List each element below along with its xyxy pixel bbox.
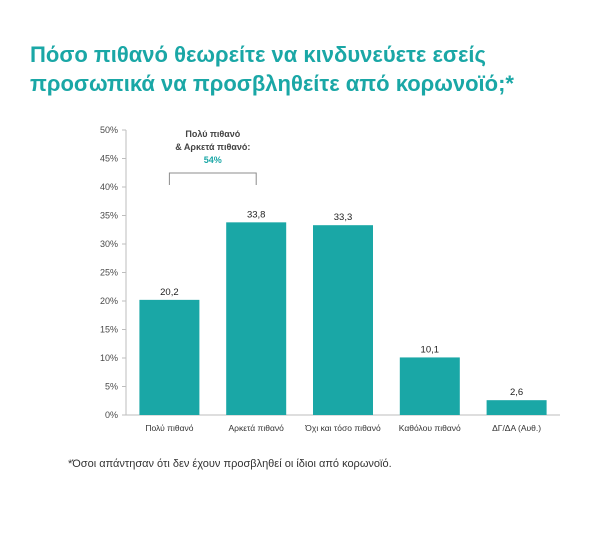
y-tick-label: 40% <box>100 182 118 192</box>
y-tick-label: 45% <box>100 154 118 164</box>
footnote: *Όσοι απάντησαν ότι δεν έχουν προσβληθεί… <box>68 458 392 470</box>
y-tick-label: 0% <box>105 410 118 420</box>
category-label: Αρκετά πιθανό <box>228 423 284 433</box>
chart-title: Πόσο πιθανό θεωρείτε να κινδυνεύετε εσεί… <box>30 40 590 98</box>
annotation-bracket <box>168 172 257 185</box>
bar <box>486 400 547 415</box>
chart-title-line-2: προσωπικά να προσβληθείτε από κορωνοϊό;* <box>30 71 514 96</box>
annotation-value: 54% <box>204 155 222 165</box>
y-tick-label: 10% <box>100 353 118 363</box>
y-tick-label: 35% <box>100 211 118 221</box>
annotation-label: & Αρκετά πιθανό: <box>175 142 250 152</box>
category-label: Καθόλου πιθανό <box>399 423 461 433</box>
y-tick-label: 30% <box>100 239 118 249</box>
bar-value-label: 33,3 <box>334 212 353 223</box>
y-tick-label: 15% <box>100 325 118 335</box>
bar <box>139 299 200 415</box>
bar <box>313 225 373 415</box>
bar-value-label: 10,1 <box>421 344 440 355</box>
annotation-label: Πολύ πιθανό <box>185 129 240 139</box>
bar-value-label: 2,6 <box>510 387 523 398</box>
chart-title-line-1: Πόσο πιθανό θεωρείτε να κινδυνεύετε εσεί… <box>30 42 486 67</box>
bar <box>399 357 460 415</box>
category-label: Πολύ πιθανό <box>145 423 193 433</box>
bar-value-label: 33,8 <box>247 209 266 220</box>
bar-value-label: 20,2 <box>160 287 179 298</box>
category-label: Όχι και τόσο πιθανό <box>304 423 381 433</box>
y-tick-label: 20% <box>100 296 118 306</box>
y-tick-label: 25% <box>100 268 118 278</box>
y-tick-label: 5% <box>105 382 118 392</box>
y-tick-label: 50% <box>100 125 118 135</box>
category-label: ΔΓ/ΔΑ (Αυθ.) <box>492 423 541 433</box>
bar <box>226 222 287 415</box>
